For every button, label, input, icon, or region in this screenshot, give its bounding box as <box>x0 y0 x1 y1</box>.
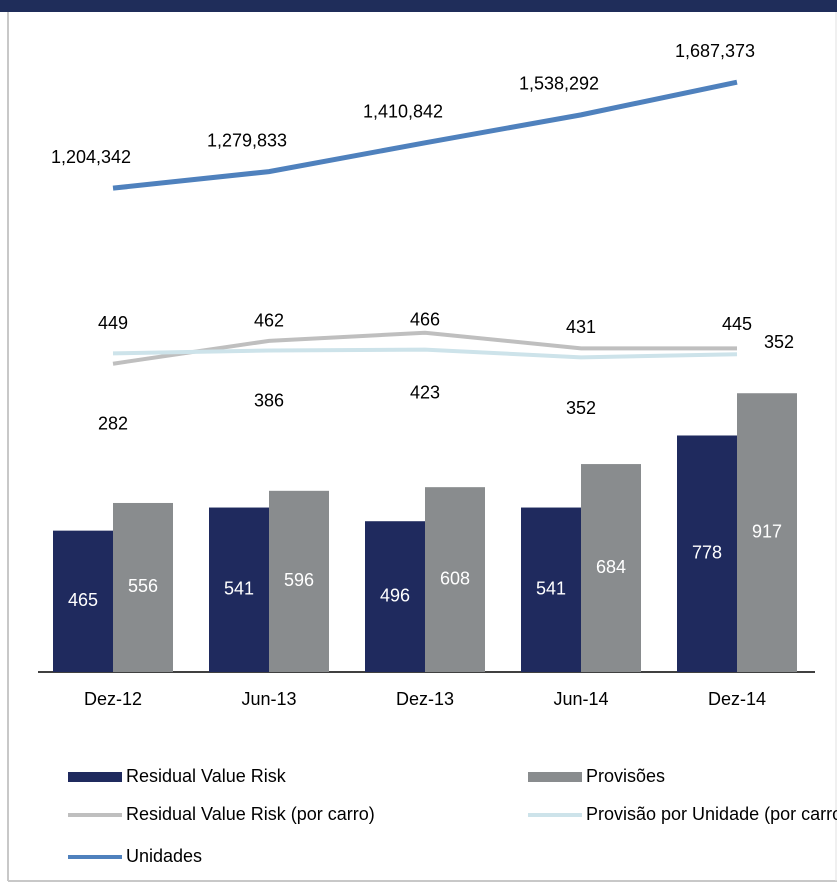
data-label: 352 <box>764 332 794 352</box>
bar-label: 778 <box>692 542 722 562</box>
data-label: 462 <box>254 310 284 330</box>
data-label: 1,279,833 <box>207 130 287 150</box>
data-label: 386 <box>254 391 284 411</box>
bar-label: 556 <box>128 576 158 596</box>
bar-label: 596 <box>284 570 314 590</box>
bar <box>269 490 329 672</box>
header-bar <box>0 0 837 12</box>
bar <box>581 464 641 672</box>
legend-swatch <box>68 772 122 782</box>
data-label: 1,410,842 <box>363 102 443 122</box>
data-label: 282 <box>98 413 128 433</box>
x-tick-label: Dez-14 <box>708 689 766 709</box>
legend-swatch <box>528 772 582 782</box>
bar <box>113 502 173 672</box>
data-label: 1,204,342 <box>51 147 131 167</box>
data-label: 445 <box>722 314 752 334</box>
bar-label: 608 <box>440 568 470 588</box>
legend-label: Residual Value Risk (por carro) <box>126 804 375 824</box>
bar <box>737 393 797 672</box>
x-tick-label: Jun-14 <box>553 689 608 709</box>
line <box>112 79 738 191</box>
x-tick-label: Dez-12 <box>84 689 142 709</box>
data-label: 1,687,373 <box>675 41 755 61</box>
data-label: 1,538,292 <box>519 74 599 94</box>
line <box>112 347 738 360</box>
bar-label: 684 <box>596 557 626 577</box>
line <box>112 330 737 366</box>
bar <box>677 435 737 672</box>
data-label: 466 <box>410 309 440 329</box>
data-label: 423 <box>410 382 440 402</box>
bar <box>209 507 269 672</box>
bar-label: 496 <box>380 585 410 605</box>
bar-label: 917 <box>752 521 782 541</box>
bar-label: 465 <box>68 590 98 610</box>
bar <box>521 507 581 672</box>
legend-label: Provisões <box>586 766 665 786</box>
x-tick-label: Dez-13 <box>396 689 454 709</box>
bar <box>425 487 485 672</box>
bar <box>365 521 425 672</box>
data-label: 431 <box>566 317 596 337</box>
legend-label: Residual Value Risk <box>126 766 287 786</box>
data-label: 352 <box>566 398 596 418</box>
bar-label: 541 <box>224 579 254 599</box>
legend-label: Unidades <box>126 846 202 866</box>
data-label: 449 <box>98 313 128 333</box>
bar-label: 541 <box>536 579 566 599</box>
x-tick-label: Jun-13 <box>241 689 296 709</box>
bar <box>53 530 113 672</box>
legend-label: Provisão por Unidade (por carro) <box>586 804 837 824</box>
